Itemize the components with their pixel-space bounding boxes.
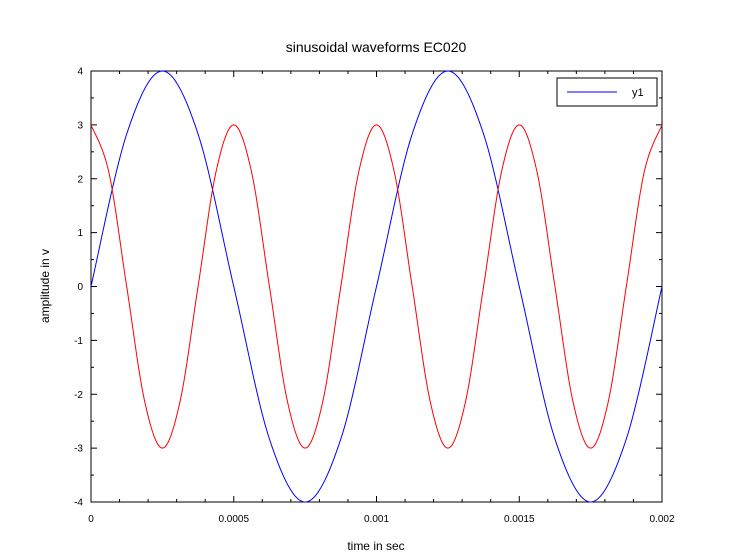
- legend-label: y1: [632, 87, 644, 99]
- y-tick-label: -4: [74, 498, 83, 509]
- x-tick-label: 0.002: [649, 514, 674, 525]
- y-tick-label: -1: [74, 336, 83, 347]
- y-tick-label: 2: [77, 174, 83, 185]
- x-tick-label: 0: [88, 514, 94, 525]
- legend: y1: [556, 77, 658, 107]
- series-lines: [90, 70, 663, 503]
- y-tick-label: -2: [74, 390, 83, 401]
- chart-title: sinusoidal waveforms EC020: [286, 39, 467, 55]
- series-line-series-2: [90, 124, 663, 449]
- y-tick-label: 4: [77, 67, 83, 78]
- y-axis-title: amplitude in v: [38, 249, 52, 323]
- x-tick-label: 0.0005: [218, 514, 249, 525]
- x-axis-title: time in sec: [347, 539, 404, 553]
- y-tick-label: 0: [77, 282, 83, 293]
- series-line-y1: [90, 70, 663, 503]
- y-tick-label: 1: [77, 228, 83, 239]
- y-tick-label: -3: [74, 444, 83, 455]
- x-tick-label: 0.0015: [504, 514, 535, 525]
- y-tick-label: 3: [77, 120, 83, 131]
- x-tick-label: 0.001: [364, 514, 389, 525]
